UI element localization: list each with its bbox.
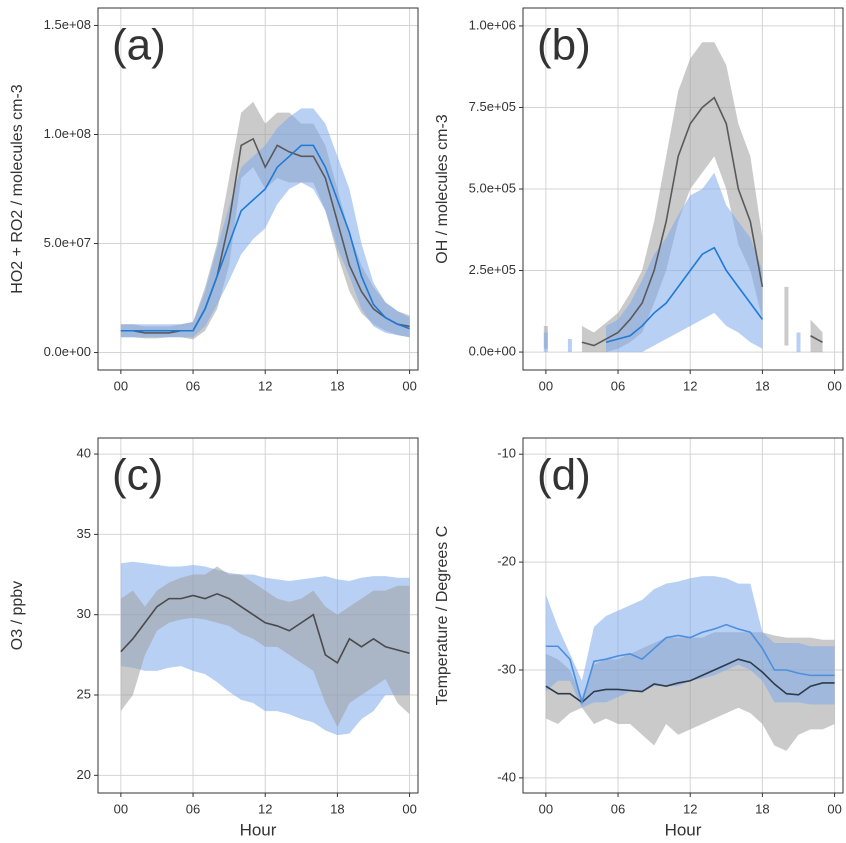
- panel: 20 25 30 35 40 00 06 12 18 00 (c) O3 / ppbv Hour: [9, 437, 419, 839]
- band: [120, 566, 410, 728]
- x-axis-label: Hour: [240, 820, 277, 839]
- y-tick-label: 20: [77, 767, 91, 782]
- line: [120, 144, 410, 332]
- y-tick-label: 5.0e+05: [469, 180, 516, 195]
- y-tick-label: -10: [497, 446, 516, 461]
- panel-label: (c): [112, 451, 163, 500]
- x-tick-label: 06: [611, 801, 625, 816]
- x-tick-label: 18: [330, 378, 344, 393]
- x-tick-label: 00: [539, 378, 553, 393]
- x-tick-label: 06: [186, 801, 200, 816]
- y-tick-label: 0.0e+00: [44, 344, 91, 359]
- y-axis-label: Temperature / Degrees C: [434, 526, 451, 706]
- y-tick-label: -20: [497, 554, 516, 569]
- plot-frame: [97, 437, 419, 794]
- x-tick-label: 00: [114, 801, 128, 816]
- y-tick-label: 1.0e+06: [469, 17, 516, 32]
- y-tick-label: 1.0e+08: [44, 126, 91, 141]
- y-tick-label: 35: [77, 526, 91, 541]
- y-axis-label: HO2 + RO2 / molecules cm-3: [9, 84, 26, 294]
- x-axis-label: Hour: [665, 820, 702, 839]
- x-tick-label: 00: [402, 378, 416, 393]
- y-tick-label: 5.0e+07: [44, 235, 91, 250]
- y-axis-label: O3 / ppbv: [9, 581, 26, 650]
- line: [581, 96, 823, 347]
- panel: 0.0e+00 5.0e+07 1.0e+08 1.5e+08 00 06 12 18 00 (a…: [9, 7, 419, 393]
- x-tick-label: 12: [258, 378, 272, 393]
- plot-frame: [97, 7, 419, 371]
- y-tick-label: -40: [497, 769, 516, 784]
- x-tick-label: 12: [683, 801, 697, 816]
- x-tick-label: 06: [186, 378, 200, 393]
- y-tick-label: 2.5e+05: [469, 262, 516, 277]
- panel-label: (b): [537, 21, 591, 70]
- panel-label: (d): [537, 451, 591, 500]
- line: [120, 592, 410, 665]
- x-tick-label: 00: [539, 801, 553, 816]
- line: [545, 658, 835, 704]
- y-tick-label: 1.5e+08: [44, 17, 91, 32]
- panel-label: (a): [112, 21, 166, 70]
- y-tick-label: 0.0e+00: [469, 344, 516, 359]
- x-tick-label: 00: [827, 378, 841, 393]
- x-tick-label: 18: [330, 801, 344, 816]
- x-tick-label: 00: [114, 378, 128, 393]
- panel: 0.0e+00 2.5e+05 5.0e+05 7.5e+05 1.0e+06 00 06 1…: [434, 7, 844, 393]
- y-tick-label: 40: [77, 446, 91, 461]
- x-tick-label: 12: [258, 801, 272, 816]
- y-tick-label: -30: [497, 661, 516, 676]
- x-tick-label: 00: [827, 801, 841, 816]
- y-axis-label: OH / molecules cm-3: [434, 114, 451, 263]
- plot-frame: [522, 7, 844, 371]
- y-tick-label: 7.5e+05: [469, 99, 516, 114]
- band: [545, 576, 835, 708]
- y-tick-label: 30: [77, 606, 91, 621]
- x-tick-label: 06: [611, 378, 625, 393]
- x-tick-label: 18: [755, 801, 769, 816]
- panel: -40 -30 -20 -10 00 06 12 18 00 (d) Temperature / D…: [434, 437, 844, 839]
- x-tick-label: 00: [402, 801, 416, 816]
- y-tick-label: 25: [77, 686, 91, 701]
- x-tick-label: 18: [755, 378, 769, 393]
- plot-frame: [522, 437, 844, 794]
- x-tick-label: 12: [683, 378, 697, 393]
- band: [120, 108, 410, 338]
- line: [545, 623, 835, 706]
- line: [120, 137, 410, 334]
- band: [543, 172, 801, 353]
